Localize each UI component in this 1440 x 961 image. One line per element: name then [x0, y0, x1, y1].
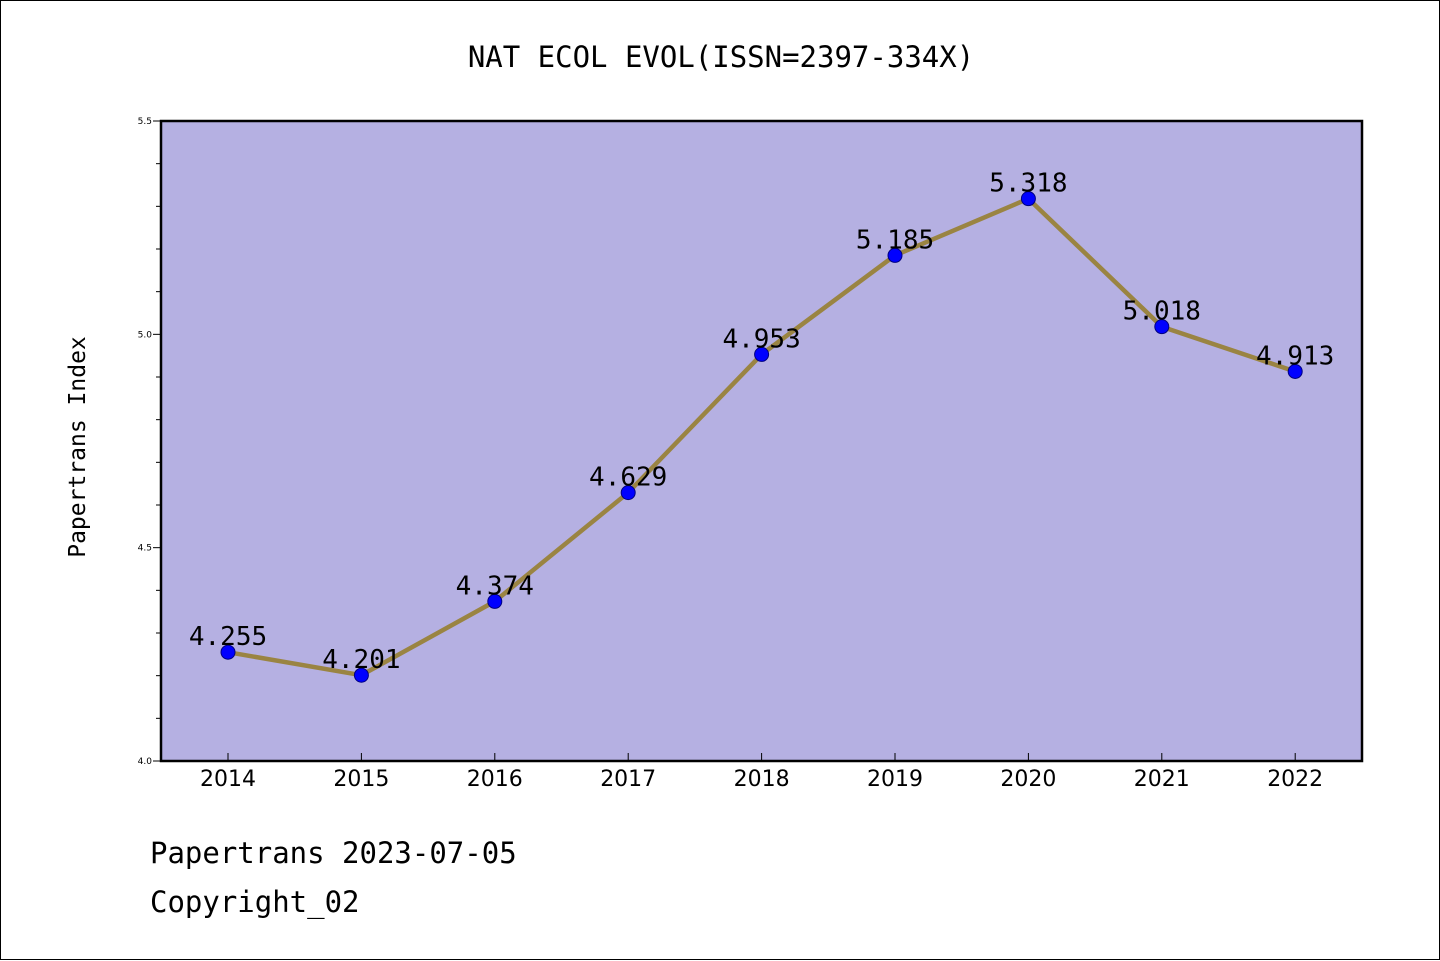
data-point — [754, 346, 770, 362]
y-tick-label: 5.0 — [138, 330, 153, 340]
data-label: 5.318 — [989, 169, 1067, 199]
y-tick-label: 4.5 — [138, 544, 152, 554]
x-tick-label: 2014 — [200, 767, 256, 792]
footer-copyright: Copyright_02 — [150, 885, 360, 919]
data-markers — [220, 191, 1303, 683]
plot-area — [159, 119, 1364, 763]
data-label: 5.185 — [856, 225, 934, 255]
data-label: 4.953 — [722, 324, 800, 354]
data-point — [887, 247, 903, 263]
y-axis: 4.0 4.5 5.0 5.5 — [138, 117, 161, 767]
data-point — [353, 667, 369, 683]
data-label: 4.913 — [1256, 341, 1334, 371]
y-axis-title: Papertrans Index — [65, 336, 91, 558]
x-tick-label: 2016 — [467, 767, 523, 792]
data-label: 5.018 — [1123, 297, 1201, 327]
x-tick-label: 2019 — [867, 767, 923, 792]
x-tick-label: 2017 — [600, 767, 656, 792]
data-point — [1287, 363, 1303, 379]
data-label: 4.374 — [456, 571, 534, 601]
x-tick-label: 2020 — [1000, 767, 1056, 792]
chart-title: NAT ECOL EVOL(ISSN=2397-334X) — [468, 40, 974, 74]
y-tick-label: 4.0 — [138, 757, 153, 767]
data-labels: 4.255 4.201 4.374 4.629 4.953 5.185 5.318 5.018… — [189, 169, 1334, 676]
data-point — [487, 593, 503, 609]
footer-date: Papertrans 2023-07-05 — [150, 836, 517, 870]
x-tick-label: 2021 — [1134, 767, 1190, 792]
data-point — [620, 485, 636, 501]
x-tick-label: 2015 — [333, 767, 389, 792]
data-label: 4.201 — [322, 645, 400, 675]
x-tick-label: 2018 — [734, 767, 790, 792]
data-label: 4.255 — [189, 622, 267, 652]
data-point — [220, 644, 236, 660]
data-point — [1020, 191, 1036, 207]
data-label: 4.629 — [589, 463, 667, 493]
y-tick-label: 5.5 — [138, 117, 152, 127]
x-axis: 2014 2015 2016 2017 2018 2019 2020 2021 2022 — [200, 753, 1323, 792]
x-tick-label: 2022 — [1267, 767, 1323, 792]
data-point — [1154, 319, 1170, 335]
